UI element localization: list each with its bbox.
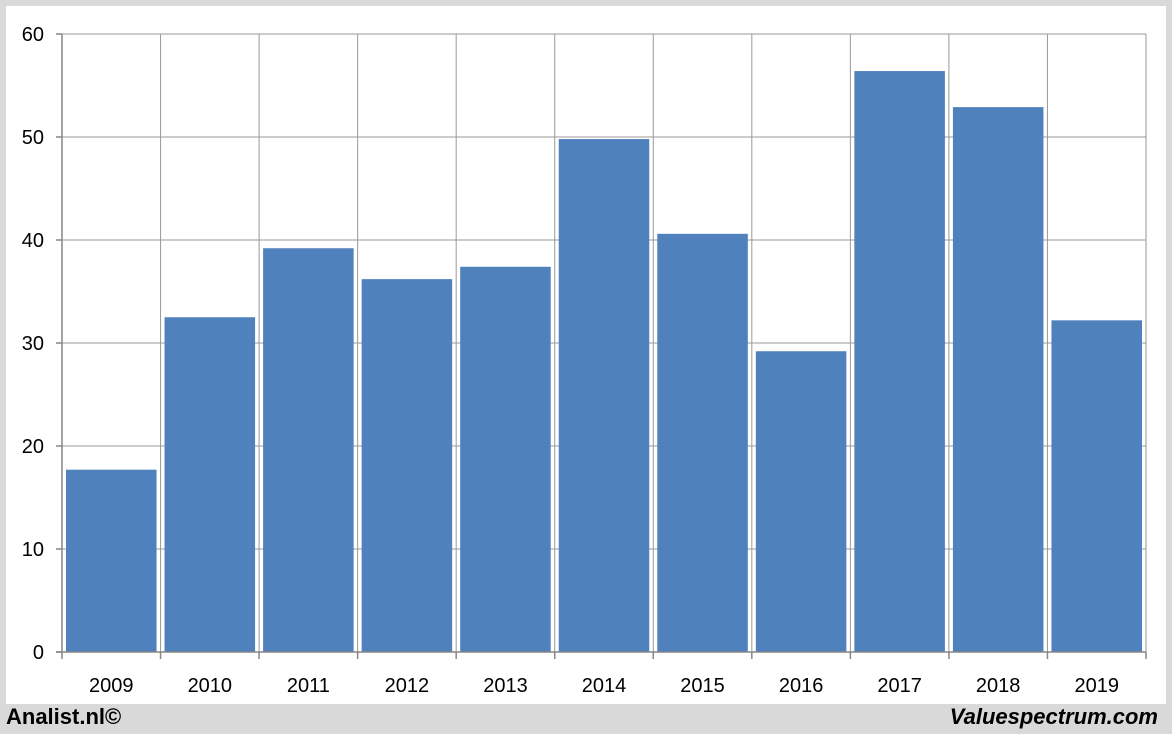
bar-2011 [263,248,354,653]
bar-2012 [361,279,453,652]
y-tick-label: 30 [22,333,44,355]
chart-frame: 0 10 20 30 40 50 60 2009 2010 2011 2012 2013 2014 201… [6,6,1166,704]
x-tick-label: 2018 [976,675,1021,697]
bar-chart: 0 10 20 30 40 50 60 2009 2010 2011 2012 2013 2014 201… [22,24,1147,697]
bar-2010 [164,317,256,652]
y-tick-label: 10 [22,539,44,561]
x-tick-label: 2019 [1074,675,1119,697]
x-tick-label: 2015 [680,675,725,697]
bar-2013 [460,266,551,652]
footer-source-left: Analist.nl© [6,704,122,729]
x-tick-label: 2012 [385,675,430,697]
x-tick-label: 2010 [188,675,233,697]
bar-2019 [1051,320,1142,652]
y-tick-label: 0 [33,642,44,664]
y-tick-label: 60 [22,24,44,46]
x-tick-label: 2017 [877,675,922,697]
bar-2016 [755,351,847,652]
x-tick-label: 2009 [89,675,134,697]
y-tick-label: 20 [22,436,44,458]
y-tick-label: 50 [22,127,44,149]
footer-source-right: Valuespectrum.com [949,704,1158,729]
x-tick-label: 2016 [779,675,824,697]
y-tick-label: 40 [22,230,44,252]
tick-labels: 0 10 20 30 40 50 60 2009 2010 2011 2012 2013 2014 201… [22,24,1119,697]
grid [61,33,1147,652]
bar-2009 [66,469,157,652]
bar-2018 [952,107,1044,652]
bar-2014 [558,139,650,652]
axes [56,33,1147,659]
x-tick-label: 2014 [582,675,627,697]
bar-2017 [854,71,945,652]
x-tick-label: 2013 [483,675,528,697]
x-tick-label: 2011 [287,675,330,697]
bars [66,71,1142,653]
bar-2015 [657,233,748,652]
